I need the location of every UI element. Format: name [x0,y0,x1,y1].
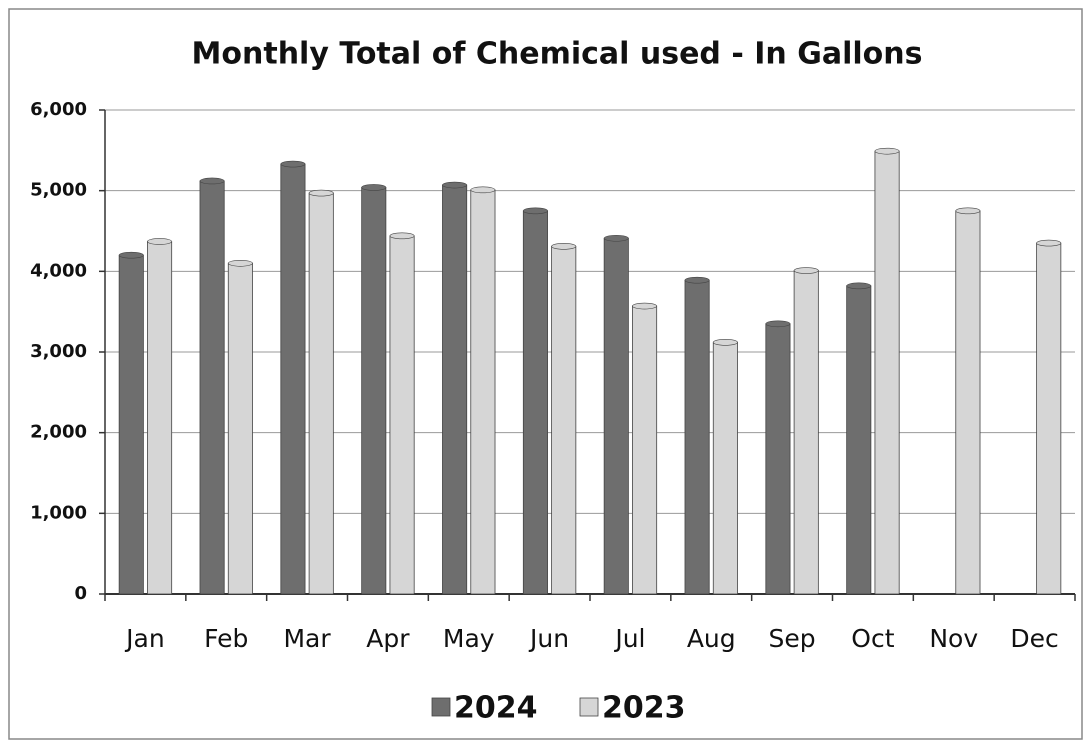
y-tick-label: 2,000 [30,422,87,443]
bar [765,323,791,595]
bar [118,254,144,595]
bar-cap [308,189,334,197]
x-tick-label: Jul [613,624,645,653]
bar [280,163,306,595]
bar [442,184,468,595]
legend-label: 2023 [602,691,686,726]
bar [846,285,872,595]
bar-cap [846,282,872,290]
bar-cap [955,207,981,215]
bar-cap [874,147,900,155]
x-tick-label: Sep [769,624,816,653]
legend-label: 2024 [454,691,538,726]
bar [147,241,173,595]
bar-cap [470,186,496,194]
bar [470,189,496,595]
y-tick-label: 1,000 [30,502,87,523]
y-tick-label: 3,000 [30,341,87,362]
x-tick-label: Jan [124,624,165,653]
bar [603,237,629,595]
x-tick-label: Mar [283,624,331,653]
bar [308,192,334,595]
bar-cap [793,267,819,274]
bar-cap [712,339,738,346]
bar [361,187,387,595]
x-tick-label: Oct [851,624,894,653]
legend-swatch [579,697,599,717]
bar [632,305,658,595]
x-tick-label: Feb [204,624,248,653]
bar-cap [551,243,577,250]
bar-cap [1036,239,1062,247]
x-tick-label: Apr [366,624,410,653]
bar-cap [603,234,629,242]
bar [955,210,981,595]
bar [712,341,738,595]
bar [793,270,819,595]
bar-cap [227,259,253,267]
bar-cap [389,232,415,240]
bar-cap [523,207,548,215]
y-tick-label: 4,000 [30,260,87,281]
x-tick-label: Dec [1010,624,1058,653]
bar [551,245,577,595]
bar-cap [765,320,791,328]
bar [389,235,415,595]
bar [227,262,253,595]
bar [874,150,900,595]
bar-cap [684,276,710,284]
bar-cap [280,160,306,168]
bar [1036,242,1062,595]
legend-swatch [431,697,451,717]
chart-title: Monthly Total of Chemical used - In Gall… [192,37,923,72]
bar [199,180,225,595]
bar-cap [442,181,468,189]
x-tick-label: Jun [528,624,569,653]
bar-cap [632,302,657,310]
y-tick-label: 0 [74,583,87,604]
y-tick-label: 5,000 [30,180,87,201]
bar-cap [199,177,225,185]
y-tick-label: 6,000 [30,99,87,120]
bar-cap [361,184,387,191]
bar [684,279,710,595]
x-tick-label: Nov [929,624,978,653]
bar-cap [147,238,172,245]
x-tick-label: May [443,624,495,653]
bar-cap [118,251,144,259]
x-tick-label: Aug [687,624,736,653]
bar [522,210,548,595]
